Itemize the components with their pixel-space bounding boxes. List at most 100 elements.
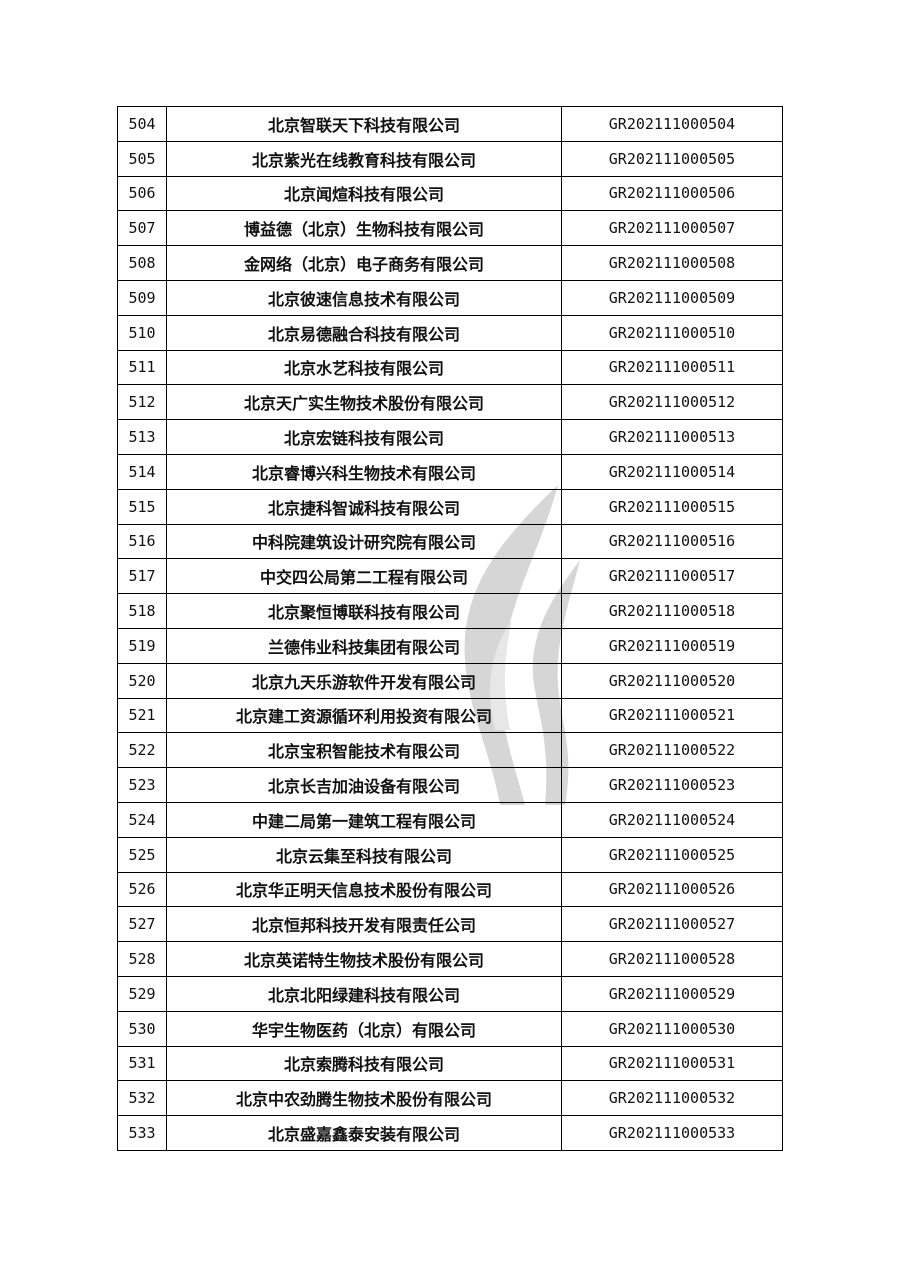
certificate-number: GR202111000529 [561, 975, 783, 1012]
company-name: 中交四公局第二工程有限公司 [166, 558, 562, 595]
table-row: 519 兰德伟业科技集团有限公司 GR202111000519 [117, 627, 783, 664]
certificate-number: GR202111000513 [561, 419, 783, 455]
company-name: 北京索腾科技有限公司 [166, 1045, 562, 1082]
table-body: 504 北京智联天下科技有限公司 GR202111000504 505 北京紫光在线教育… [117, 106, 783, 1151]
certificate-number: GR202111000519 [561, 627, 783, 664]
table-row: 506 北京闻煊科技有限公司 GR202111000506 [117, 175, 783, 212]
row-number: 506 [117, 175, 167, 212]
certificate-number: GR202111000533 [561, 1115, 783, 1151]
table-row: 523 北京长吉加油设备有限公司 GR202111000523 [117, 767, 783, 803]
table-row: 514 北京睿博兴科生物技术有限公司 GR202111000514 [117, 453, 783, 490]
certificate-number: GR202111000530 [561, 1010, 783, 1047]
row-number: 507 [117, 210, 167, 247]
certificate-number: GR202111000524 [561, 801, 783, 838]
certificate-number: GR202111000516 [561, 523, 783, 560]
table-row: 505 北京紫光在线教育科技有限公司 GR202111000505 [117, 140, 783, 177]
row-number: 526 [117, 871, 167, 908]
row-number: 523 [117, 767, 167, 803]
table-row: 510 北京易德融合科技有限公司 GR202111000510 [117, 314, 783, 351]
table-row: 532 北京中农劲腾生物技术股份有限公司 GR202111000532 [117, 1080, 783, 1117]
company-name: 博益德（北京）生物科技有限公司 [166, 210, 562, 247]
table-row: 507 博益德（北京）生物科技有限公司 GR202111000507 [117, 210, 783, 247]
company-name: 北京北阳绿建科技有限公司 [166, 975, 562, 1012]
table-row: 524 中建二局第一建筑工程有限公司 GR202111000524 [117, 801, 783, 838]
table-row: 511 北京水艺科技有限公司 GR202111000511 [117, 349, 783, 386]
certificate-number: GR202111000521 [561, 697, 783, 734]
row-number: 527 [117, 906, 167, 943]
row-number: 519 [117, 627, 167, 664]
table-row: 533 北京盛嘉鑫泰安装有限公司 GR202111000533 [117, 1115, 783, 1151]
company-name: 北京宝积智能技术有限公司 [166, 732, 562, 769]
row-number: 505 [117, 140, 167, 177]
company-name: 金网络（北京）电子商务有限公司 [166, 245, 562, 281]
row-number: 509 [117, 279, 167, 316]
row-number: 529 [117, 975, 167, 1012]
certificate-number: GR202111000511 [561, 349, 783, 386]
row-number: 508 [117, 245, 167, 281]
company-name: 北京聚恒博联科技有限公司 [166, 593, 562, 629]
row-number: 533 [117, 1115, 167, 1151]
enterprise-list-table: 504 北京智联天下科技有限公司 GR202111000504 505 北京紫光在线教育… [117, 106, 783, 1151]
certificate-number: GR202111000520 [561, 662, 783, 699]
certificate-number: GR202111000522 [561, 732, 783, 769]
table-row: 512 北京天广实生物技术股份有限公司 GR202111000512 [117, 384, 783, 421]
company-name: 北京盛嘉鑫泰安装有限公司 [166, 1115, 562, 1151]
company-name: 北京华正明天信息技术股份有限公司 [166, 871, 562, 908]
company-name: 北京宏链科技有限公司 [166, 419, 562, 455]
company-name: 北京捷科智诚科技有限公司 [166, 488, 562, 525]
certificate-number: GR202111000531 [561, 1045, 783, 1082]
row-number: 511 [117, 349, 167, 386]
row-number: 521 [117, 697, 167, 734]
certificate-number: GR202111000504 [561, 106, 783, 142]
row-number: 514 [117, 453, 167, 490]
table-row: 527 北京恒邦科技开发有限责任公司 GR202111000527 [117, 906, 783, 943]
certificate-number: GR202111000512 [561, 384, 783, 421]
company-name: 北京云集至科技有限公司 [166, 836, 562, 873]
row-number: 518 [117, 593, 167, 629]
company-name: 北京水艺科技有限公司 [166, 349, 562, 386]
company-name: 北京中农劲腾生物技术股份有限公司 [166, 1080, 562, 1117]
certificate-number: GR202111000510 [561, 314, 783, 351]
company-name: 北京九天乐游软件开发有限公司 [166, 662, 562, 699]
row-number: 510 [117, 314, 167, 351]
company-name: 中建二局第一建筑工程有限公司 [166, 801, 562, 838]
company-name: 北京易德融合科技有限公司 [166, 314, 562, 351]
row-number: 532 [117, 1080, 167, 1117]
table-row: 504 北京智联天下科技有限公司 GR202111000504 [117, 106, 783, 142]
row-number: 522 [117, 732, 167, 769]
table-row: 520 北京九天乐游软件开发有限公司 GR202111000520 [117, 662, 783, 699]
company-name: 北京智联天下科技有限公司 [166, 106, 562, 142]
table-row: 515 北京捷科智诚科技有限公司 GR202111000515 [117, 488, 783, 525]
certificate-number: GR202111000509 [561, 279, 783, 316]
certificate-number: GR202111000526 [561, 871, 783, 908]
certificate-number: GR202111000515 [561, 488, 783, 525]
certificate-number: GR202111000505 [561, 140, 783, 177]
table-row: 521 北京建工资源循环利用投资有限公司 GR202111000521 [117, 697, 783, 734]
table-row: 529 北京北阳绿建科技有限公司 GR202111000529 [117, 975, 783, 1012]
table-row: 513 北京宏链科技有限公司 GR202111000513 [117, 419, 783, 455]
company-name: 北京彼速信息技术有限公司 [166, 279, 562, 316]
company-name: 北京闻煊科技有限公司 [166, 175, 562, 212]
table-row: 516 中科院建筑设计研究院有限公司 GR202111000516 [117, 523, 783, 560]
table-row: 525 北京云集至科技有限公司 GR202111000525 [117, 836, 783, 873]
row-number: 515 [117, 488, 167, 525]
row-number: 524 [117, 801, 167, 838]
certificate-number: GR202111000518 [561, 593, 783, 629]
company-name: 北京长吉加油设备有限公司 [166, 767, 562, 803]
row-number: 528 [117, 941, 167, 977]
table-row: 518 北京聚恒博联科技有限公司 GR202111000518 [117, 593, 783, 629]
company-name: 北京紫光在线教育科技有限公司 [166, 140, 562, 177]
certificate-number: GR202111000514 [561, 453, 783, 490]
row-number: 520 [117, 662, 167, 699]
row-number: 530 [117, 1010, 167, 1047]
certificate-number: GR202111000506 [561, 175, 783, 212]
table-row: 528 北京英诺特生物技术股份有限公司 GR202111000528 [117, 941, 783, 977]
table-row: 531 北京索腾科技有限公司 GR202111000531 [117, 1045, 783, 1082]
table-row: 526 北京华正明天信息技术股份有限公司 GR202111000526 [117, 871, 783, 908]
certificate-number: GR202111000528 [561, 941, 783, 977]
row-number: 504 [117, 106, 167, 142]
company-name: 北京恒邦科技开发有限责任公司 [166, 906, 562, 943]
certificate-number: GR202111000532 [561, 1080, 783, 1117]
certificate-number: GR202111000517 [561, 558, 783, 595]
row-number: 512 [117, 384, 167, 421]
